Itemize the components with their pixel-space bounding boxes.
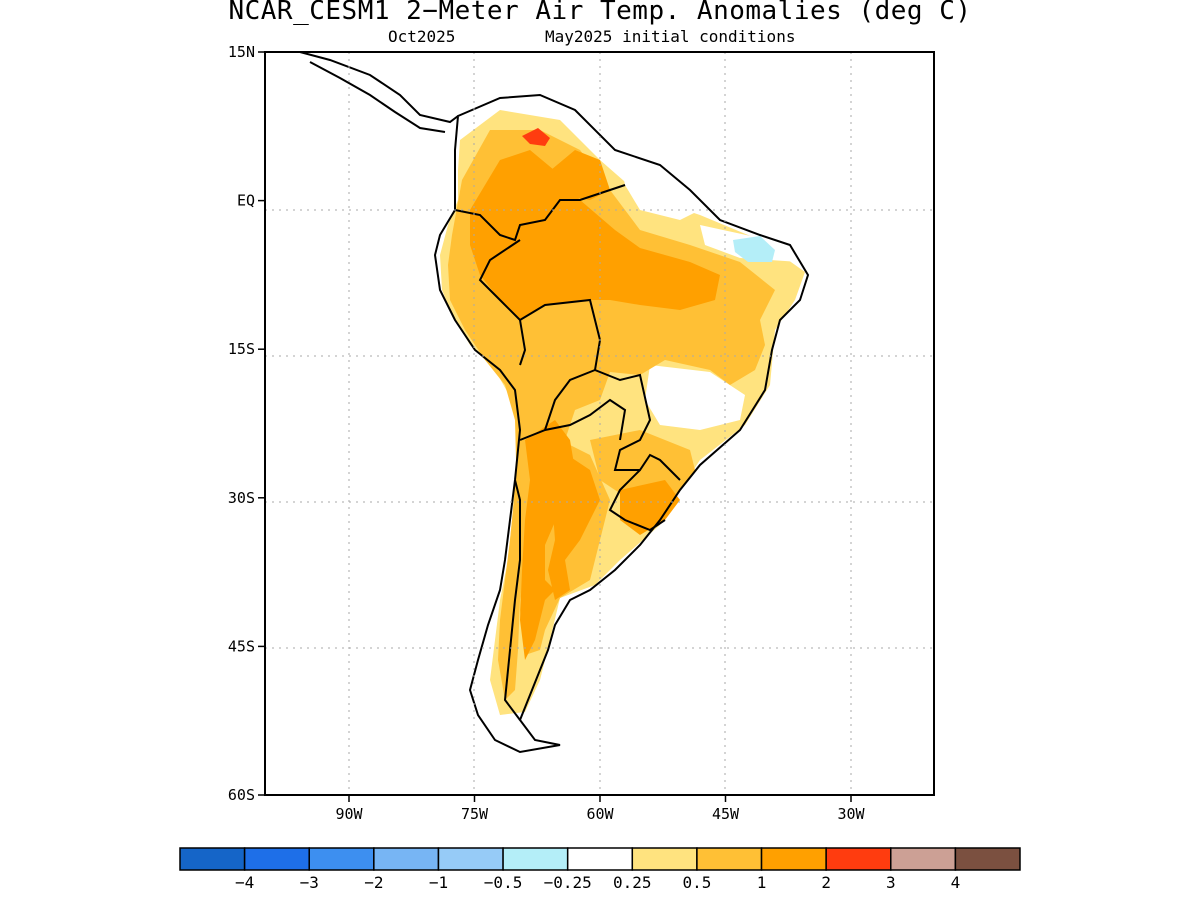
lon-tick-label: 45W (712, 805, 740, 823)
colorbar-swatch (825, 847, 892, 871)
colorbar-label: 0.5 (682, 873, 711, 892)
lon-tick-label: 60W (586, 805, 614, 823)
colorbar-swatch (631, 847, 698, 871)
colorbar-labels: −4 −3 −2 −1 −0.5 −0.25 0.25 0.5 1 2 3 4 (235, 873, 960, 892)
lat-tick-label: 15N (228, 43, 255, 61)
lat-tick-label: EQ (237, 192, 255, 210)
colorbar-swatch (696, 847, 763, 871)
lon-tick-label: 30W (837, 805, 865, 823)
colorbar-swatch (437, 847, 504, 871)
lat-tick-label: 30S (228, 489, 255, 507)
colorbar-label: 0.25 (613, 873, 652, 892)
colorbar-swatch (760, 847, 827, 871)
colorbar-swatch (890, 847, 957, 871)
colorbar-swatch (954, 847, 1021, 871)
axis-ticks (258, 51, 852, 802)
map-title: NCAR_CESM1 2−Meter Air Temp. Anomalies (… (228, 0, 972, 26)
anomaly-shading (440, 110, 805, 715)
colorbar (179, 847, 1021, 871)
colorbar-label: 1 (757, 873, 767, 892)
colorbar-swatch (179, 847, 246, 871)
colorbar-swatch (308, 847, 375, 871)
central-america-landmass (300, 52, 458, 132)
colorbar-label: −0.25 (544, 873, 592, 892)
lat-tick-label: 60S (228, 786, 255, 804)
lat-tick-label: 45S (228, 637, 255, 655)
colorbar-label: −3 (300, 873, 319, 892)
colorbar-label: 3 (886, 873, 896, 892)
colorbar-label: −2 (364, 873, 383, 892)
colorbar-swatch (502, 847, 569, 871)
colorbar-label: −0.5 (484, 873, 523, 892)
coastlines-borders (299, 52, 810, 754)
latitude-labels: 15N EQ 15S 30S 45S 60S (228, 43, 255, 804)
colorbar-swatch (566, 847, 634, 871)
lon-tick-label: 90W (335, 805, 363, 823)
colorbar-swatch (373, 847, 440, 871)
initial-conditions: May2025 initial conditions (545, 27, 796, 46)
map-area (265, 52, 934, 795)
graticule (265, 52, 934, 795)
colorbar-label: −1 (429, 873, 448, 892)
forecast-month: Oct2025 (388, 27, 456, 46)
colorbar-swatch (243, 847, 310, 871)
lon-tick-label: 75W (461, 805, 489, 823)
longitude-labels: 90W 75W 60W 45W 30W (335, 805, 865, 823)
colorbar-label: −4 (235, 873, 254, 892)
colorbar-label: 2 (821, 873, 831, 892)
colorbar-label: 4 (951, 873, 961, 892)
lat-tick-label: 15S (228, 340, 255, 358)
